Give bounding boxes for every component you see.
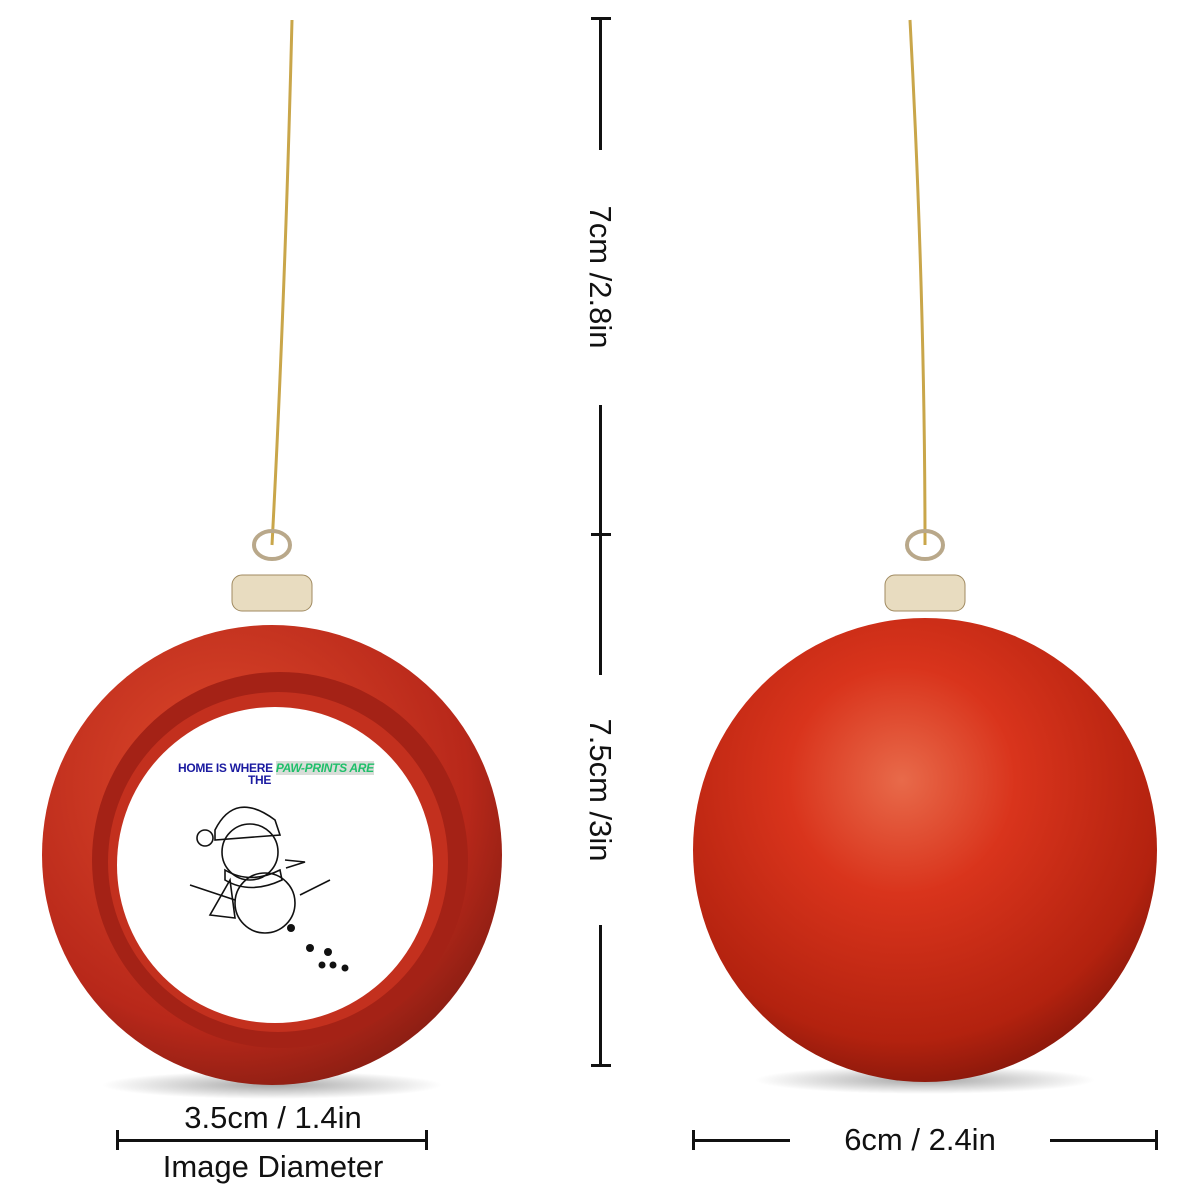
right-ornament (693, 529, 1157, 1082)
dim-tick (692, 1130, 695, 1150)
dim-line (1050, 1139, 1157, 1142)
ball-height-label: 7.5cm /3in (583, 718, 618, 862)
dim-line (599, 925, 602, 1065)
image-diameter-value: 3.5cm / 1.4in (184, 1100, 362, 1135)
hanging-length-label: 7cm /2.8in (583, 205, 618, 349)
dim-tick (116, 1130, 119, 1150)
dim-tick (591, 533, 611, 536)
dim-tick (425, 1130, 428, 1150)
paw-prints (287, 924, 349, 972)
snowman-drawing (189, 806, 331, 934)
left-string (270, 19, 294, 546)
print-text-green: PAW-PRINTS ARE (275, 761, 374, 775)
image-diameter-label: Image Diameter (162, 1149, 384, 1184)
ball-diameter-label: 6cm / 2.4in (844, 1122, 996, 1157)
dim-line (117, 1139, 427, 1142)
dim-tick (1155, 1130, 1158, 1150)
dim-line (599, 18, 602, 150)
left-ornament (42, 529, 502, 1085)
ornament-print-text: HOME IS WHERE PAW-PRINTS ARE THE (178, 761, 374, 787)
dim-line (599, 405, 602, 675)
dim-tick (591, 1064, 611, 1067)
right-string (908, 19, 927, 546)
print-text-the: THE (248, 773, 272, 787)
print-text-blue: HOME IS WHERE (178, 761, 273, 775)
dim-line (693, 1139, 790, 1142)
